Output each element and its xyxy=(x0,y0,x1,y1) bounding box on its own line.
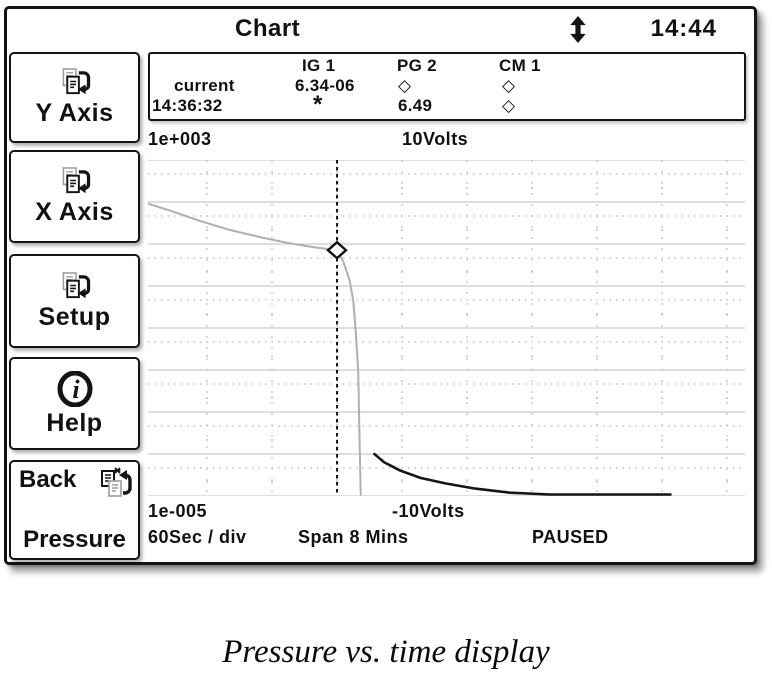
cursor-time-label: 14:36:32 xyxy=(152,96,223,115)
cursor-cm1-diamond-icon: ◇ xyxy=(502,96,516,115)
current-cm1-diamond-icon: ◇ xyxy=(502,76,516,95)
screen-switch-icon xyxy=(59,272,91,301)
current-row-label: current xyxy=(174,76,235,95)
setup-button-label: Setup xyxy=(38,302,111,331)
back-label: Back xyxy=(19,466,77,493)
span-label: Span 8 Mins xyxy=(298,527,409,547)
setup-button[interactable]: Setup xyxy=(9,254,140,348)
screen-switch-icon xyxy=(59,68,91,97)
cursor-ig1-star-icon: * xyxy=(313,91,323,118)
updown-arrow-icon[interactable] xyxy=(570,16,586,43)
pressure-label: Pressure xyxy=(23,526,126,553)
current-pg2-diamond-icon: ◇ xyxy=(398,76,412,95)
page-title: Chart xyxy=(235,15,301,42)
help-button[interactable]: i Help xyxy=(9,357,140,450)
status-paused-label: PAUSED xyxy=(532,527,609,547)
current-ig1-value: 6.34-06 xyxy=(295,76,355,95)
trace-ig1 xyxy=(373,452,672,496)
y-axis-bottom-label: 1e-005 xyxy=(148,501,208,521)
screen-switch-icon xyxy=(59,167,91,196)
chart-screen: Chart 14:44 Y Axis xyxy=(4,6,757,565)
cursor-pg2-value: 6.49 xyxy=(398,96,433,115)
x-axis-button[interactable]: X Axis xyxy=(9,150,140,243)
figure-caption: Pressure vs. time display xyxy=(222,634,550,670)
chart-plot[interactable] xyxy=(148,160,745,496)
y-axis-button[interactable]: Y Axis xyxy=(9,52,140,143)
volts-top-label: 10Volts xyxy=(402,129,469,149)
svg-text:i: i xyxy=(72,375,80,404)
column-header-ig1: IG 1 xyxy=(302,56,336,75)
column-header-cm1: CM 1 xyxy=(499,56,541,75)
volts-bottom-label: -10Volts xyxy=(392,501,465,521)
back-screen-icon xyxy=(100,467,132,497)
clock-readout: 14:44 xyxy=(650,15,717,42)
y-axis-button-label: Y Axis xyxy=(35,99,114,128)
column-header-pg2: PG 2 xyxy=(397,56,437,75)
plot-svg xyxy=(148,160,745,496)
help-button-label: Help xyxy=(46,408,103,437)
back-pressure-button[interactable]: Back Pressure xyxy=(9,460,140,560)
x-axis-button-label: X Axis xyxy=(35,198,114,227)
y-axis-top-label: 1e+003 xyxy=(148,129,212,149)
readout-table: IG 1 PG 2 CM 1 current 6.34-06 ◇ ◇ 14:36… xyxy=(148,52,746,121)
info-icon: i xyxy=(57,370,93,407)
cursor-marker[interactable] xyxy=(326,240,348,260)
time-per-div-label: 60Sec / div xyxy=(148,527,247,547)
trace-pg2 xyxy=(148,202,362,496)
